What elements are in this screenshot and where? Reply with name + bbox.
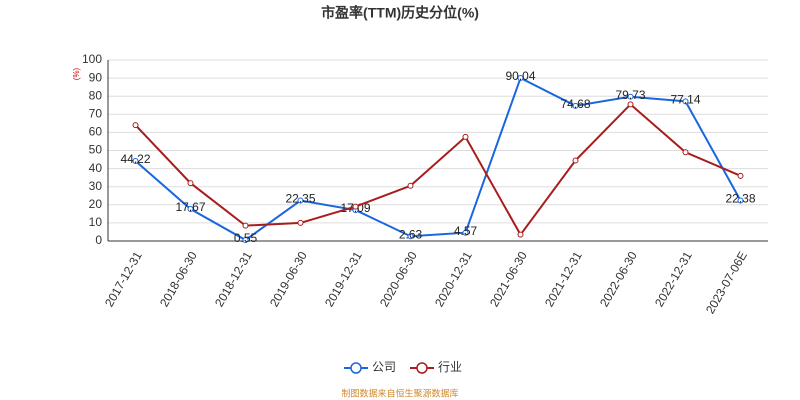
data-label: 4.57 <box>454 224 478 238</box>
legend-marker <box>350 362 362 374</box>
data-point <box>462 229 469 236</box>
data-point <box>132 122 139 129</box>
data-label: 44.22 <box>120 152 150 166</box>
data-point <box>517 75 524 82</box>
x-tick-label: 2018-06-30 <box>157 249 200 309</box>
legend-label: 行业 <box>438 360 462 374</box>
data-point <box>627 93 634 100</box>
y-axis-label: (%) <box>72 67 81 80</box>
y-tick-label: 80 <box>89 88 103 102</box>
data-point <box>242 237 249 244</box>
data-point <box>462 133 469 140</box>
data-point <box>352 203 359 210</box>
legend-marker <box>416 362 428 374</box>
x-tick-label: 2017-12-31 <box>102 249 145 309</box>
data-point <box>242 222 249 229</box>
x-tick-label: 2019-06-30 <box>267 249 310 309</box>
data-point <box>682 98 689 105</box>
data-point <box>187 206 194 213</box>
series-line <box>134 102 741 237</box>
y-tick-label: 20 <box>89 197 103 211</box>
data-label: 74.68 <box>560 97 590 111</box>
data-label: 22.38 <box>725 192 755 206</box>
data-point <box>627 101 634 108</box>
x-tick-label: 2020-12-31 <box>432 249 475 309</box>
data-point <box>407 182 414 189</box>
x-tick-label: 2019-12-31 <box>322 249 365 309</box>
data-label: 77.14 <box>670 93 700 107</box>
y-tick-label: 90 <box>89 70 103 84</box>
data-point <box>737 172 744 179</box>
x-tick-label: 2023-07-06E <box>703 249 750 316</box>
y-tick-label: 50 <box>89 143 103 157</box>
data-point <box>297 219 304 226</box>
chart-title: 市盈率(TTM)历史分位(%) <box>321 5 479 21</box>
data-point <box>187 180 194 187</box>
data-label: 79.73 <box>615 88 645 102</box>
data-point <box>407 233 414 240</box>
y-tick-label: 40 <box>89 161 103 175</box>
data-point <box>132 157 139 164</box>
data-label: 17.67 <box>175 200 205 214</box>
series-line <box>134 76 742 242</box>
x-tick-label: 2021-06-30 <box>487 249 530 309</box>
data-point <box>572 102 579 109</box>
x-tick-label: 2020-06-30 <box>377 249 420 309</box>
data-point <box>572 157 579 164</box>
y-tick-label: 30 <box>89 179 103 193</box>
y-tick-label: 70 <box>89 106 103 120</box>
data-point <box>682 149 689 156</box>
data-label: 2.63 <box>399 227 423 241</box>
data-point <box>737 197 744 204</box>
x-tick-label: 2022-06-30 <box>597 249 640 309</box>
y-tick-label: 10 <box>89 215 103 229</box>
data-point <box>297 197 304 204</box>
x-tick-label: 2018-12-31 <box>212 249 255 309</box>
x-tick-label: 2022-12-31 <box>652 249 695 309</box>
y-tick-label: 100 <box>82 52 102 66</box>
legend-label: 公司 <box>372 360 396 374</box>
data-point <box>517 231 524 238</box>
data-label: 22.35 <box>285 192 315 206</box>
y-tick-label: 60 <box>89 125 103 139</box>
data-label: 0.55 <box>234 231 258 245</box>
data-label: 90.04 <box>505 69 535 83</box>
source-note: 制图数据来自恒生聚源数据库 <box>341 387 458 398</box>
y-tick-label: 0 <box>95 233 102 247</box>
x-tick-label: 2021-12-31 <box>542 249 585 309</box>
